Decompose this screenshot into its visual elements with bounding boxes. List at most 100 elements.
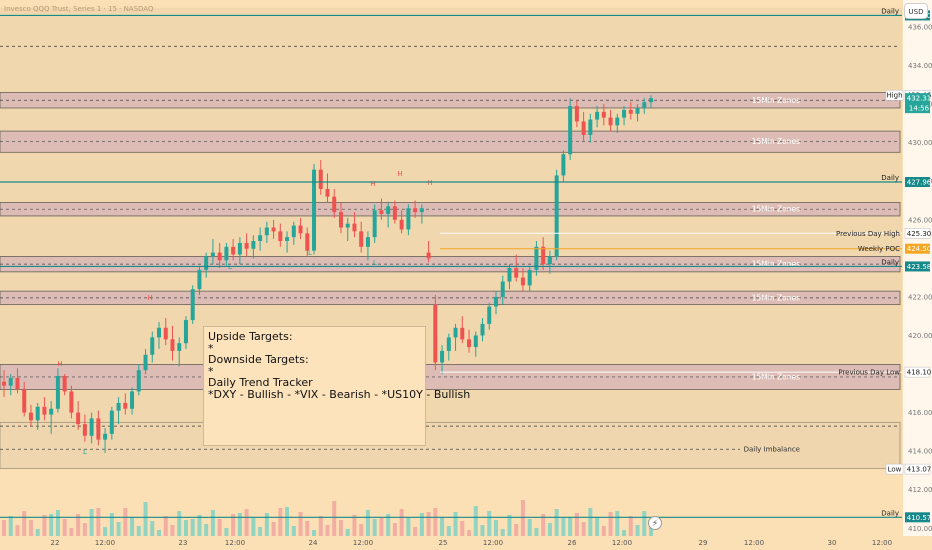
candle-body: [345, 223, 350, 228]
lightning-icon[interactable]: ⚡: [648, 516, 662, 530]
candle-body: [561, 154, 566, 176]
price-badge-label: 425.30: [907, 230, 932, 238]
volume-bar: [426, 512, 431, 536]
pivot-marker: H: [397, 170, 402, 178]
candle-body: [28, 412, 33, 421]
candle-body: [96, 418, 101, 440]
price-badge: [904, 463, 931, 475]
candle-body: [258, 235, 263, 242]
candle-body: [392, 206, 397, 220]
upside-targets-bullet: *: [208, 341, 214, 355]
price-tick-label: 430.00: [908, 139, 932, 147]
candle-body: [62, 375, 67, 392]
volume-bar: [581, 522, 586, 536]
price-badge: [905, 512, 930, 523]
candle-body: [601, 111, 606, 118]
candle-body: [42, 406, 47, 415]
time-axis-panel: [0, 536, 932, 550]
price-badge-label: 427.96: [907, 179, 932, 187]
price-badge: [905, 177, 930, 188]
imbalance-label: Daily Imbalance: [744, 446, 800, 454]
targets-note-box[interactable]: Upside Targets: * Downside Targets: * Da…: [203, 326, 470, 446]
candle-body: [487, 306, 492, 324]
candle-body: [89, 418, 94, 436]
candle-body: [197, 269, 202, 290]
candle-body: [150, 337, 155, 355]
candle-body: [271, 227, 276, 232]
level-label: Daily: [881, 258, 899, 266]
candle-body: [177, 343, 182, 351]
volume-bar: [453, 512, 458, 536]
volume-bar: [264, 513, 269, 536]
candle-body: [103, 433, 108, 440]
price-tick-label: 426.00: [908, 216, 932, 224]
candle-body: [453, 327, 458, 338]
price-badge-label: 423.58: [907, 263, 932, 271]
volume-bar: [42, 515, 47, 536]
volume-bar: [237, 513, 242, 536]
candle-body: [352, 223, 357, 232]
candle-body: [386, 206, 391, 215]
imbalance-box: [0, 421, 901, 469]
volume-bar: [372, 519, 377, 536]
chart-title: Invesco QQQ Trust, Series 1 · 15 · NASDA…: [4, 5, 154, 13]
level-label: Previous Day Low: [838, 369, 900, 377]
price-tick-label: 420.00: [908, 332, 932, 340]
zone-label: 15Min Zones: [752, 96, 800, 105]
candle-body: [130, 391, 135, 409]
time-tick-label: 12:00: [872, 539, 892, 547]
candle-body: [217, 252, 222, 261]
candle-body: [69, 391, 74, 413]
candle-body: [22, 389, 27, 413]
volume-bar: [345, 529, 350, 536]
time-tick-label: 22: [51, 539, 60, 547]
candle-body: [622, 109, 627, 118]
level-label: Daily: [881, 7, 899, 15]
price-badge: [904, 228, 931, 239]
candle-body: [298, 225, 303, 234]
volume-bar: [399, 509, 404, 536]
candle-body: [190, 289, 195, 321]
volume-bar: [190, 519, 195, 536]
volume-bar: [446, 526, 451, 536]
level-label: Low: [888, 466, 902, 474]
volume-bar: [170, 525, 175, 536]
range-band: [0, 7, 902, 469]
price-badge-label: 432.31: [907, 95, 932, 103]
candle-body: [2, 381, 6, 386]
candle-body: [534, 246, 539, 270]
zone-label: 15Min Zones: [752, 293, 800, 302]
time-tick-label: 26: [568, 539, 577, 547]
volume-bar: [15, 525, 20, 536]
volume-bar: [406, 518, 411, 536]
volume-bar: [473, 506, 478, 536]
volume-bar: [130, 517, 135, 536]
level-label: Daily: [881, 509, 899, 517]
volume-bar: [96, 508, 101, 536]
volume-bar: [197, 515, 202, 536]
pivot-marker: H: [370, 180, 375, 188]
candle-body: [82, 424, 87, 436]
candle-body: [608, 117, 613, 126]
time-tick-label: 12:00: [744, 539, 764, 547]
candle-body: [419, 208, 424, 213]
candle-body: [325, 188, 330, 197]
volume-bar: [103, 527, 108, 536]
zone-label: 15Min Zones: [752, 372, 800, 381]
candle-body: [251, 241, 256, 249]
volume-bar: [547, 523, 552, 536]
volume-bar: [123, 508, 128, 536]
volume-bar: [628, 516, 633, 536]
candle-body: [615, 117, 620, 126]
currency-button[interactable]: USD: [904, 3, 928, 19]
volume-bar: [487, 511, 492, 536]
volume-bar: [136, 526, 141, 536]
candle-body: [278, 231, 283, 242]
volume-bar: [291, 526, 296, 536]
time-tick-label: 12:00: [353, 539, 373, 547]
candle-body: [426, 252, 431, 259]
volume-bar: [177, 511, 182, 536]
volume-bar: [183, 520, 188, 536]
